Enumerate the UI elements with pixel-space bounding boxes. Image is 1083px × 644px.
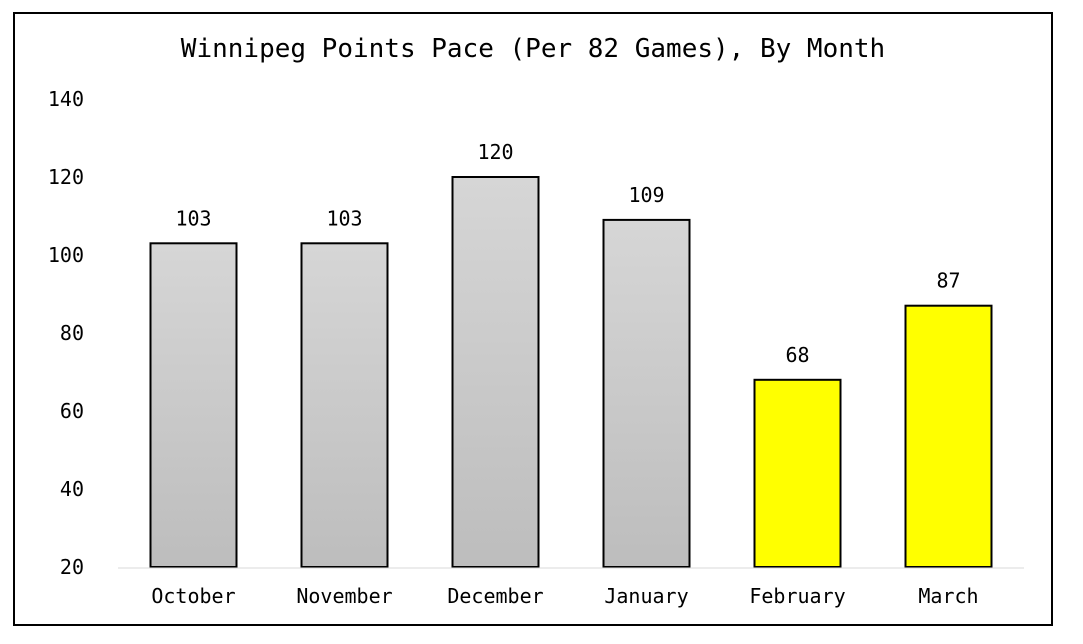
x-axis: October November December January February Ma… xyxy=(151,584,978,608)
x-tick-label-december: December xyxy=(447,584,543,608)
data-label-january: 109 xyxy=(628,183,664,207)
y-tick-label: 120 xyxy=(48,165,84,189)
bars-group: 103 103 120 109 68 87 xyxy=(149,140,993,569)
x-tick-label-november: November xyxy=(296,584,392,608)
x-tick-label-january: January xyxy=(604,584,688,608)
data-label-february: 68 xyxy=(785,343,809,367)
y-tick-label: 100 xyxy=(48,243,84,267)
y-tick-label: 60 xyxy=(60,399,84,423)
data-label-november: 103 xyxy=(326,206,362,230)
bar-january xyxy=(602,218,691,568)
data-label-march: 87 xyxy=(936,269,960,293)
y-tick-label: 140 xyxy=(48,87,84,111)
y-tick-label: 20 xyxy=(60,555,84,579)
bar-february xyxy=(753,378,842,568)
bar-march xyxy=(904,304,993,568)
y-tick-label: 80 xyxy=(60,321,84,345)
chart-title: Winnipeg Points Pace (Per 82 Games), By … xyxy=(181,34,885,64)
data-label-october: 103 xyxy=(175,206,211,230)
bar-october xyxy=(149,242,238,569)
x-tick-label-march: March xyxy=(918,584,978,608)
bar-december xyxy=(451,176,540,568)
bar-november xyxy=(300,242,389,569)
data-label-december: 120 xyxy=(477,140,513,164)
y-axis: 20 40 60 80 100 120 140 xyxy=(48,87,84,579)
y-tick-label: 40 xyxy=(60,477,84,501)
x-tick-label-october: October xyxy=(151,584,235,608)
x-tick-label-february: February xyxy=(749,584,845,608)
